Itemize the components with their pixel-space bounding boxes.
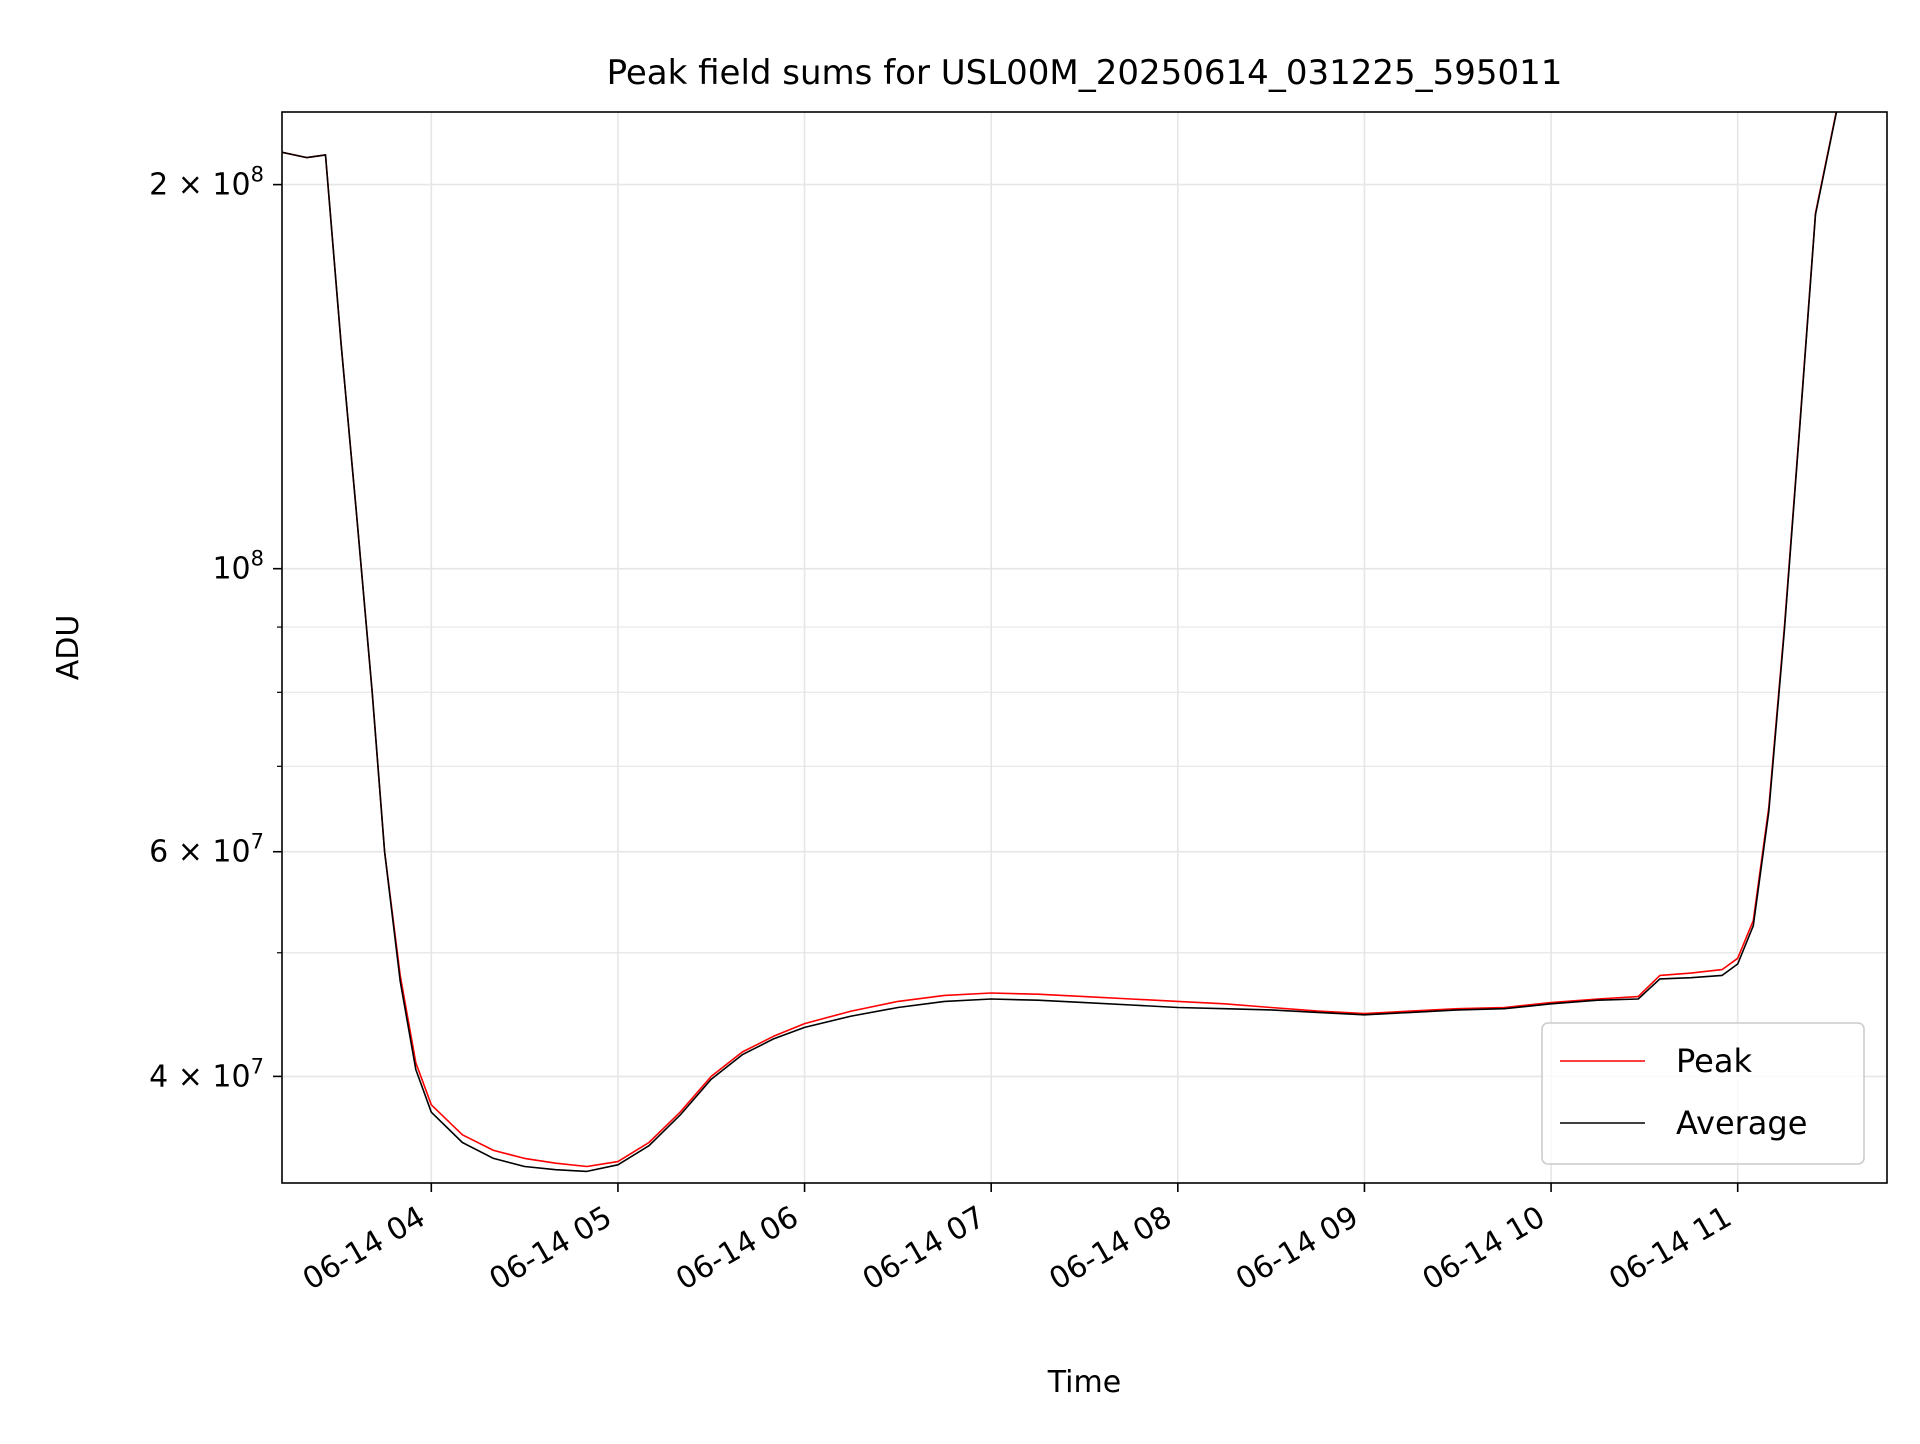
y-tick-label: 108: [212, 547, 264, 587]
y-tick-label: 6 × 107: [149, 830, 264, 870]
legend: Peak Average: [1541, 1022, 1865, 1165]
chart-title: Peak field sums for USL00M_20250614_0312…: [607, 53, 1563, 93]
legend-label-peak: Peak: [1676, 1042, 1752, 1080]
legend-box: [1541, 1022, 1865, 1165]
series-line-average: [282, 112, 1838, 1173]
x-axis-label: Time: [1047, 1365, 1121, 1400]
y-tick-label: 4 × 107: [149, 1054, 264, 1094]
series-line-peak: [282, 112, 1838, 1168]
plot-frame: [281, 111, 1888, 1184]
legend-label-average: Average: [1676, 1104, 1807, 1142]
y-tick-label: 2 × 108: [149, 163, 264, 203]
grid-lines: [282, 112, 1887, 1183]
series-lines: [282, 112, 1838, 1173]
y-axis-label: ADU: [51, 615, 86, 681]
